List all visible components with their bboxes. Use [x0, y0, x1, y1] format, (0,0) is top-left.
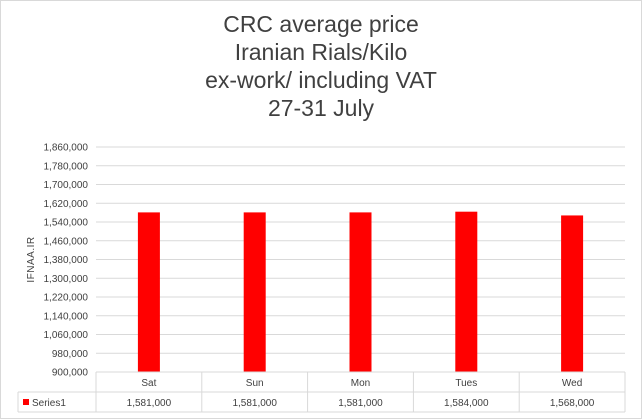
y-tick-label: 1,140,000	[44, 311, 89, 322]
data-value-label: 1,581,000	[127, 398, 172, 409]
bar	[137, 212, 160, 372]
y-tick-label: 1,780,000	[44, 161, 89, 172]
legend-label: Series1	[32, 398, 66, 409]
y-axis-label: IFNAA.IR	[26, 236, 37, 282]
chart-title-line-2: Iranian Rials/Kilo	[234, 39, 408, 65]
chart-title: CRC average price Iranian Rials/Kilo ex-…	[0, 10, 642, 122]
y-tick-label: 900,000	[52, 368, 89, 379]
category-label: Mon	[351, 378, 370, 389]
data-value-label: 1,581,000	[232, 398, 277, 409]
bar	[349, 212, 372, 372]
y-tick-label: 1,300,000	[44, 274, 89, 285]
legend-swatch	[23, 399, 29, 405]
category-label: Sat	[141, 378, 156, 389]
y-tick-label: 1,460,000	[44, 236, 89, 247]
bar	[561, 215, 584, 372]
y-tick-label: 1,380,000	[44, 255, 89, 266]
data-value-label: 1,581,000	[338, 398, 383, 409]
bar	[243, 212, 266, 372]
y-tick-label: 1,860,000	[44, 143, 89, 154]
y-tick-label: 1,540,000	[44, 218, 89, 229]
y-tick-label: 1,700,000	[44, 180, 89, 191]
category-label: Wed	[562, 378, 582, 389]
y-tick-label: 980,000	[52, 349, 89, 360]
bar	[455, 211, 478, 372]
y-tick-label: 1,220,000	[44, 293, 89, 304]
chart-title-line-4: 27-31 July	[267, 95, 375, 121]
chart-title-line-3: ex-work/ including VAT	[205, 67, 437, 93]
category-label: Tues	[455, 378, 477, 389]
category-label: Sun	[246, 378, 264, 389]
y-tick-label: 1,620,000	[44, 199, 89, 210]
data-value-label: 1,568,000	[550, 398, 595, 409]
y-tick-label: 1,060,000	[44, 330, 89, 341]
chart-title-line-1: CRC average price	[223, 11, 419, 37]
data-value-label: 1,584,000	[444, 398, 489, 409]
